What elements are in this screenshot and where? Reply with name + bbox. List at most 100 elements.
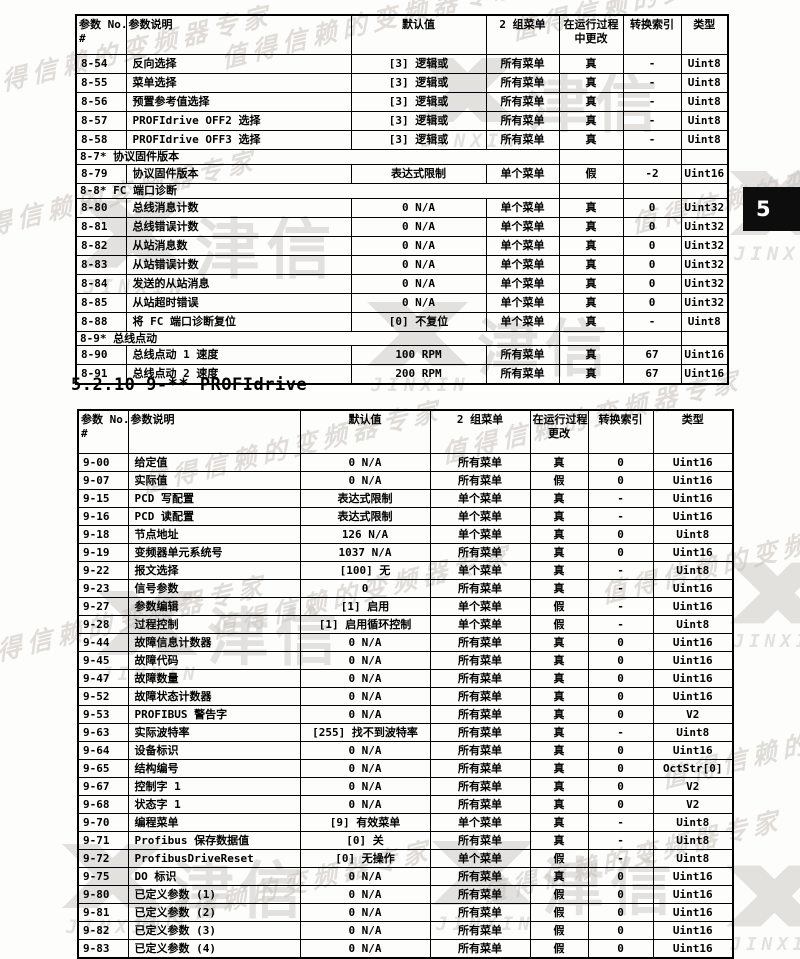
param-no-cell: 8-79: [75, 163, 127, 184]
menu-group-cell: 所有菜单: [429, 903, 531, 922]
empty-cell: [622, 149, 682, 165]
conversion-index-cell: 0: [587, 471, 654, 490]
conversion-index-cell: 0: [587, 633, 654, 652]
menu-group-cell: 单个菜单: [429, 507, 531, 526]
default-value-cell: 0 N/A: [299, 795, 431, 814]
default-value-cell: [1] 启用: [299, 597, 431, 616]
runtime-change-cell: 假: [529, 615, 589, 634]
table-row: 9-23 信号参数 0 所有菜单真 - Uint16: [77, 579, 734, 598]
param-no-cell: 8-91: [75, 364, 127, 385]
param-no-cell: 9-23: [77, 579, 129, 598]
param-no-cell: 9-83: [77, 939, 129, 959]
default-value-cell: 表达式限制: [299, 507, 431, 526]
menu-group-cell: 单个菜单: [485, 163, 560, 184]
param-desc-cell: 故障信息计数器: [127, 633, 301, 652]
conversion-index-cell: -: [587, 489, 654, 508]
default-value-cell: 0 N/A: [299, 651, 431, 670]
data-type-cell: Uint8: [652, 561, 734, 580]
menu-group-cell: 所有菜单: [429, 795, 531, 814]
conversion-index-cell: -: [622, 130, 682, 150]
param-no-cell: 9-18: [77, 525, 129, 544]
menu-group-cell: 所有菜单: [485, 54, 560, 74]
runtime-change-cell: 真: [529, 777, 589, 796]
table-row: 9-83 已定义参数 (4) 0 N/A 所有菜单假 0 Uint16: [77, 939, 734, 959]
default-value-cell: 0 N/A: [299, 885, 431, 904]
default-value-cell: 0 N/A: [299, 867, 431, 886]
runtime-change-cell: 真: [558, 197, 624, 218]
default-value-cell: 0 N/A: [350, 197, 487, 218]
data-type-cell: Uint16: [652, 597, 734, 616]
table-row: 8-58 PROFIdrive OFF3 选择 [3] 逻辑或 所有菜单真 - Uint8: [75, 130, 729, 150]
menu-group-cell: 所有菜单: [429, 543, 531, 562]
data-type-cell: Uint16: [652, 543, 734, 562]
param-desc-cell: PCD 写配置: [127, 489, 301, 508]
menu-group-cell: 所有菜单: [429, 453, 531, 472]
param-desc-cell: PROFIdrive OFF3 选择: [125, 130, 352, 150]
default-value-cell: [0] 关: [299, 831, 431, 850]
conversion-index-cell: 0: [622, 216, 682, 237]
data-type-cell: Uint16: [652, 939, 734, 959]
data-type-cell: Uint8: [680, 311, 729, 332]
data-type-cell: Uint16: [652, 579, 734, 598]
param-desc-cell: 状态字 1: [127, 795, 301, 814]
empty-cell: [558, 330, 624, 347]
data-type-cell: Uint16: [652, 687, 734, 706]
runtime-change-cell: 真: [529, 543, 589, 562]
menu-group-cell: 单个菜单: [429, 525, 531, 544]
empty-cell: [680, 330, 729, 347]
menu-group-cell: 所有菜单: [485, 73, 560, 93]
menu-group-cell: 所有菜单: [429, 669, 531, 688]
table-row: 8-88 将 FC 端口诊断复位 [0] 不复位 单个菜单真 - Uint8: [75, 311, 729, 332]
param-desc-cell: 参数编辑: [127, 597, 301, 616]
menu-group-cell: 所有菜单: [429, 777, 531, 796]
param-desc-cell: 总线消息计数: [125, 197, 352, 218]
data-type-cell: Uint8: [680, 73, 729, 93]
menu-group-cell: 单个菜单: [485, 216, 560, 237]
param-desc-cell: 实际值: [127, 471, 301, 490]
param-no-cell: 9-82: [77, 921, 129, 940]
table-row: 9-00 给定值 0 N/A 所有菜单真 0 Uint16: [77, 453, 734, 472]
data-type-cell: Uint32: [680, 254, 729, 275]
runtime-change-cell: 真: [558, 73, 624, 93]
conversion-index-cell: 0: [587, 759, 654, 778]
param-no-cell: 9-70: [77, 813, 129, 832]
param-no-cell: 9-15: [77, 489, 129, 508]
default-value-cell: 1037 N/A: [299, 543, 431, 562]
table-row: 8-85 从站超时错误 0 N/A 单个菜单真 0 Uint32: [75, 292, 729, 313]
menu-group-cell: 单个菜单: [429, 597, 531, 616]
menu-group-cell: 所有菜单: [429, 633, 531, 652]
data-type-cell: V2: [652, 777, 734, 796]
table-row: 9-82 已定义参数 (3) 0 N/A 所有菜单假 0 Uint16: [77, 921, 734, 940]
param-desc-cell: 给定值: [127, 453, 301, 472]
param-desc-cell: PROFIdrive OFF2 选择: [125, 111, 352, 131]
param-no-cell: 9-71: [77, 831, 129, 850]
param-no-cell: 9-44: [77, 633, 129, 652]
menu-group-cell: 单个菜单: [485, 235, 560, 256]
conversion-index-cell: 0: [587, 651, 654, 670]
data-type-cell: Uint8: [652, 525, 734, 544]
table-row: 8-54 反向选择 [3] 逻辑或 所有菜单真 - Uint8: [75, 54, 729, 74]
empty-cell: [680, 149, 729, 165]
default-value-cell: 0: [299, 579, 431, 598]
conversion-index-cell: -: [622, 54, 682, 74]
column-header: 参数 No. #: [77, 409, 129, 454]
param-no-cell: 9-68: [77, 795, 129, 814]
table-row: 8-90 总线点动 1 速度 100 RPM 所有菜单真 67 Uint16: [75, 345, 729, 366]
param-desc-cell: 故障数量: [127, 669, 301, 688]
default-value-cell: 0 N/A: [299, 939, 431, 959]
default-value-cell: 0 N/A: [350, 292, 487, 313]
menu-group-cell: 单个菜单: [429, 489, 531, 508]
runtime-change-cell: 真: [529, 723, 589, 742]
param-no-cell: 8-84: [75, 273, 127, 294]
runtime-change-cell: 真: [558, 273, 624, 294]
param-desc-cell: 已定义参数 (3): [127, 921, 301, 940]
menu-group-cell: 单个菜单: [485, 197, 560, 218]
menu-group-cell: 所有菜单: [485, 111, 560, 131]
table-row: 8-55 菜单选择 [3] 逻辑或 所有菜单真 - Uint8: [75, 73, 729, 93]
runtime-change-cell: 真: [558, 92, 624, 112]
menu-group-cell: 所有菜单: [485, 345, 560, 366]
conversion-index-cell: 0: [622, 292, 682, 313]
column-header: 参数说明: [125, 14, 352, 55]
param-desc-cell: 协议固件版本: [125, 163, 352, 184]
